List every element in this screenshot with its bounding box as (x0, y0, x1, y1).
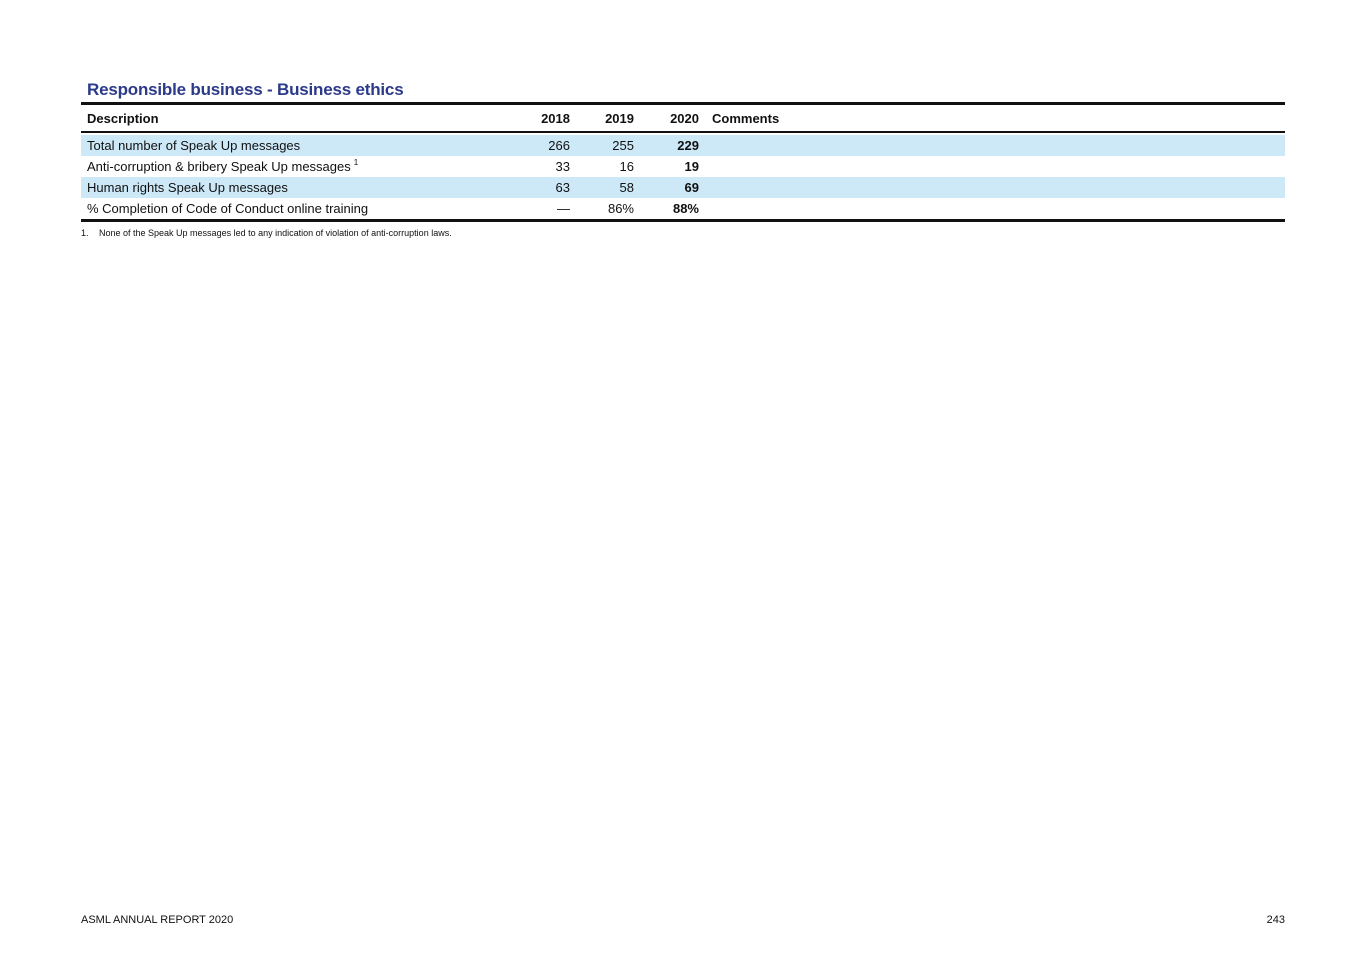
table-header: Description 2018 2019 2020 Comments (81, 105, 1285, 133)
description-text: % Completion of Code of Conduct online t… (87, 201, 369, 216)
table-row: % Completion of Code of Conduct online t… (81, 198, 1285, 219)
table-row: Anti-corruption & bribery Speak Up messa… (81, 156, 1285, 177)
row-description: Anti-corruption & bribery Speak Up messa… (87, 156, 358, 177)
cell-2019: 58 (619, 180, 634, 195)
cell-2018: 63 (555, 180, 570, 195)
business-ethics-table: Description 2018 2019 2020 Comments Tota… (81, 102, 1285, 222)
footnote-ref: 1 (353, 158, 359, 167)
row-description: Total number of Speak Up messages (87, 135, 300, 156)
row-description: Human rights Speak Up messages (87, 177, 288, 198)
cell-2019: 255 (612, 138, 634, 153)
cell-2018: 266 (548, 138, 570, 153)
cell-2018: 33 (555, 159, 570, 174)
header-description: Description (87, 111, 159, 126)
header-2020: 2020 (670, 111, 699, 126)
cell-2019: 16 (619, 159, 634, 174)
footnote: 1. None of the Speak Up messages led to a… (81, 228, 452, 238)
description-text: Anti-corruption & bribery Speak Up messa… (87, 159, 351, 174)
footnote-number: 1. (81, 228, 89, 238)
header-2018: 2018 (541, 111, 570, 126)
cell-2019: 86% (607, 201, 634, 216)
description-text: Human rights Speak Up messages (87, 180, 288, 195)
footer-report-name: ASML ANNUAL REPORT 2020 (81, 914, 234, 926)
header-comments: Comments (712, 111, 780, 126)
table-row: Total number of Speak Up messages 266 25… (81, 135, 1285, 156)
cell-2018: — (557, 201, 570, 216)
table-row: Human rights Speak Up messages 63 58 69 (81, 177, 1285, 198)
page-number: 243 (1266, 914, 1285, 926)
cell-2020: 69 (684, 180, 699, 195)
cell-2020: 229 (677, 138, 699, 153)
row-description: % Completion of Code of Conduct online t… (87, 198, 368, 219)
cell-2020: 88% (672, 201, 699, 216)
section-title: Responsible business - Business ethics (87, 80, 404, 99)
cell-2020: 19 (684, 159, 699, 174)
description-text: Total number of Speak Up messages (87, 138, 301, 153)
footnote-text: None of the Speak Up messages led to any… (99, 228, 452, 238)
header-2019: 2019 (605, 111, 634, 126)
